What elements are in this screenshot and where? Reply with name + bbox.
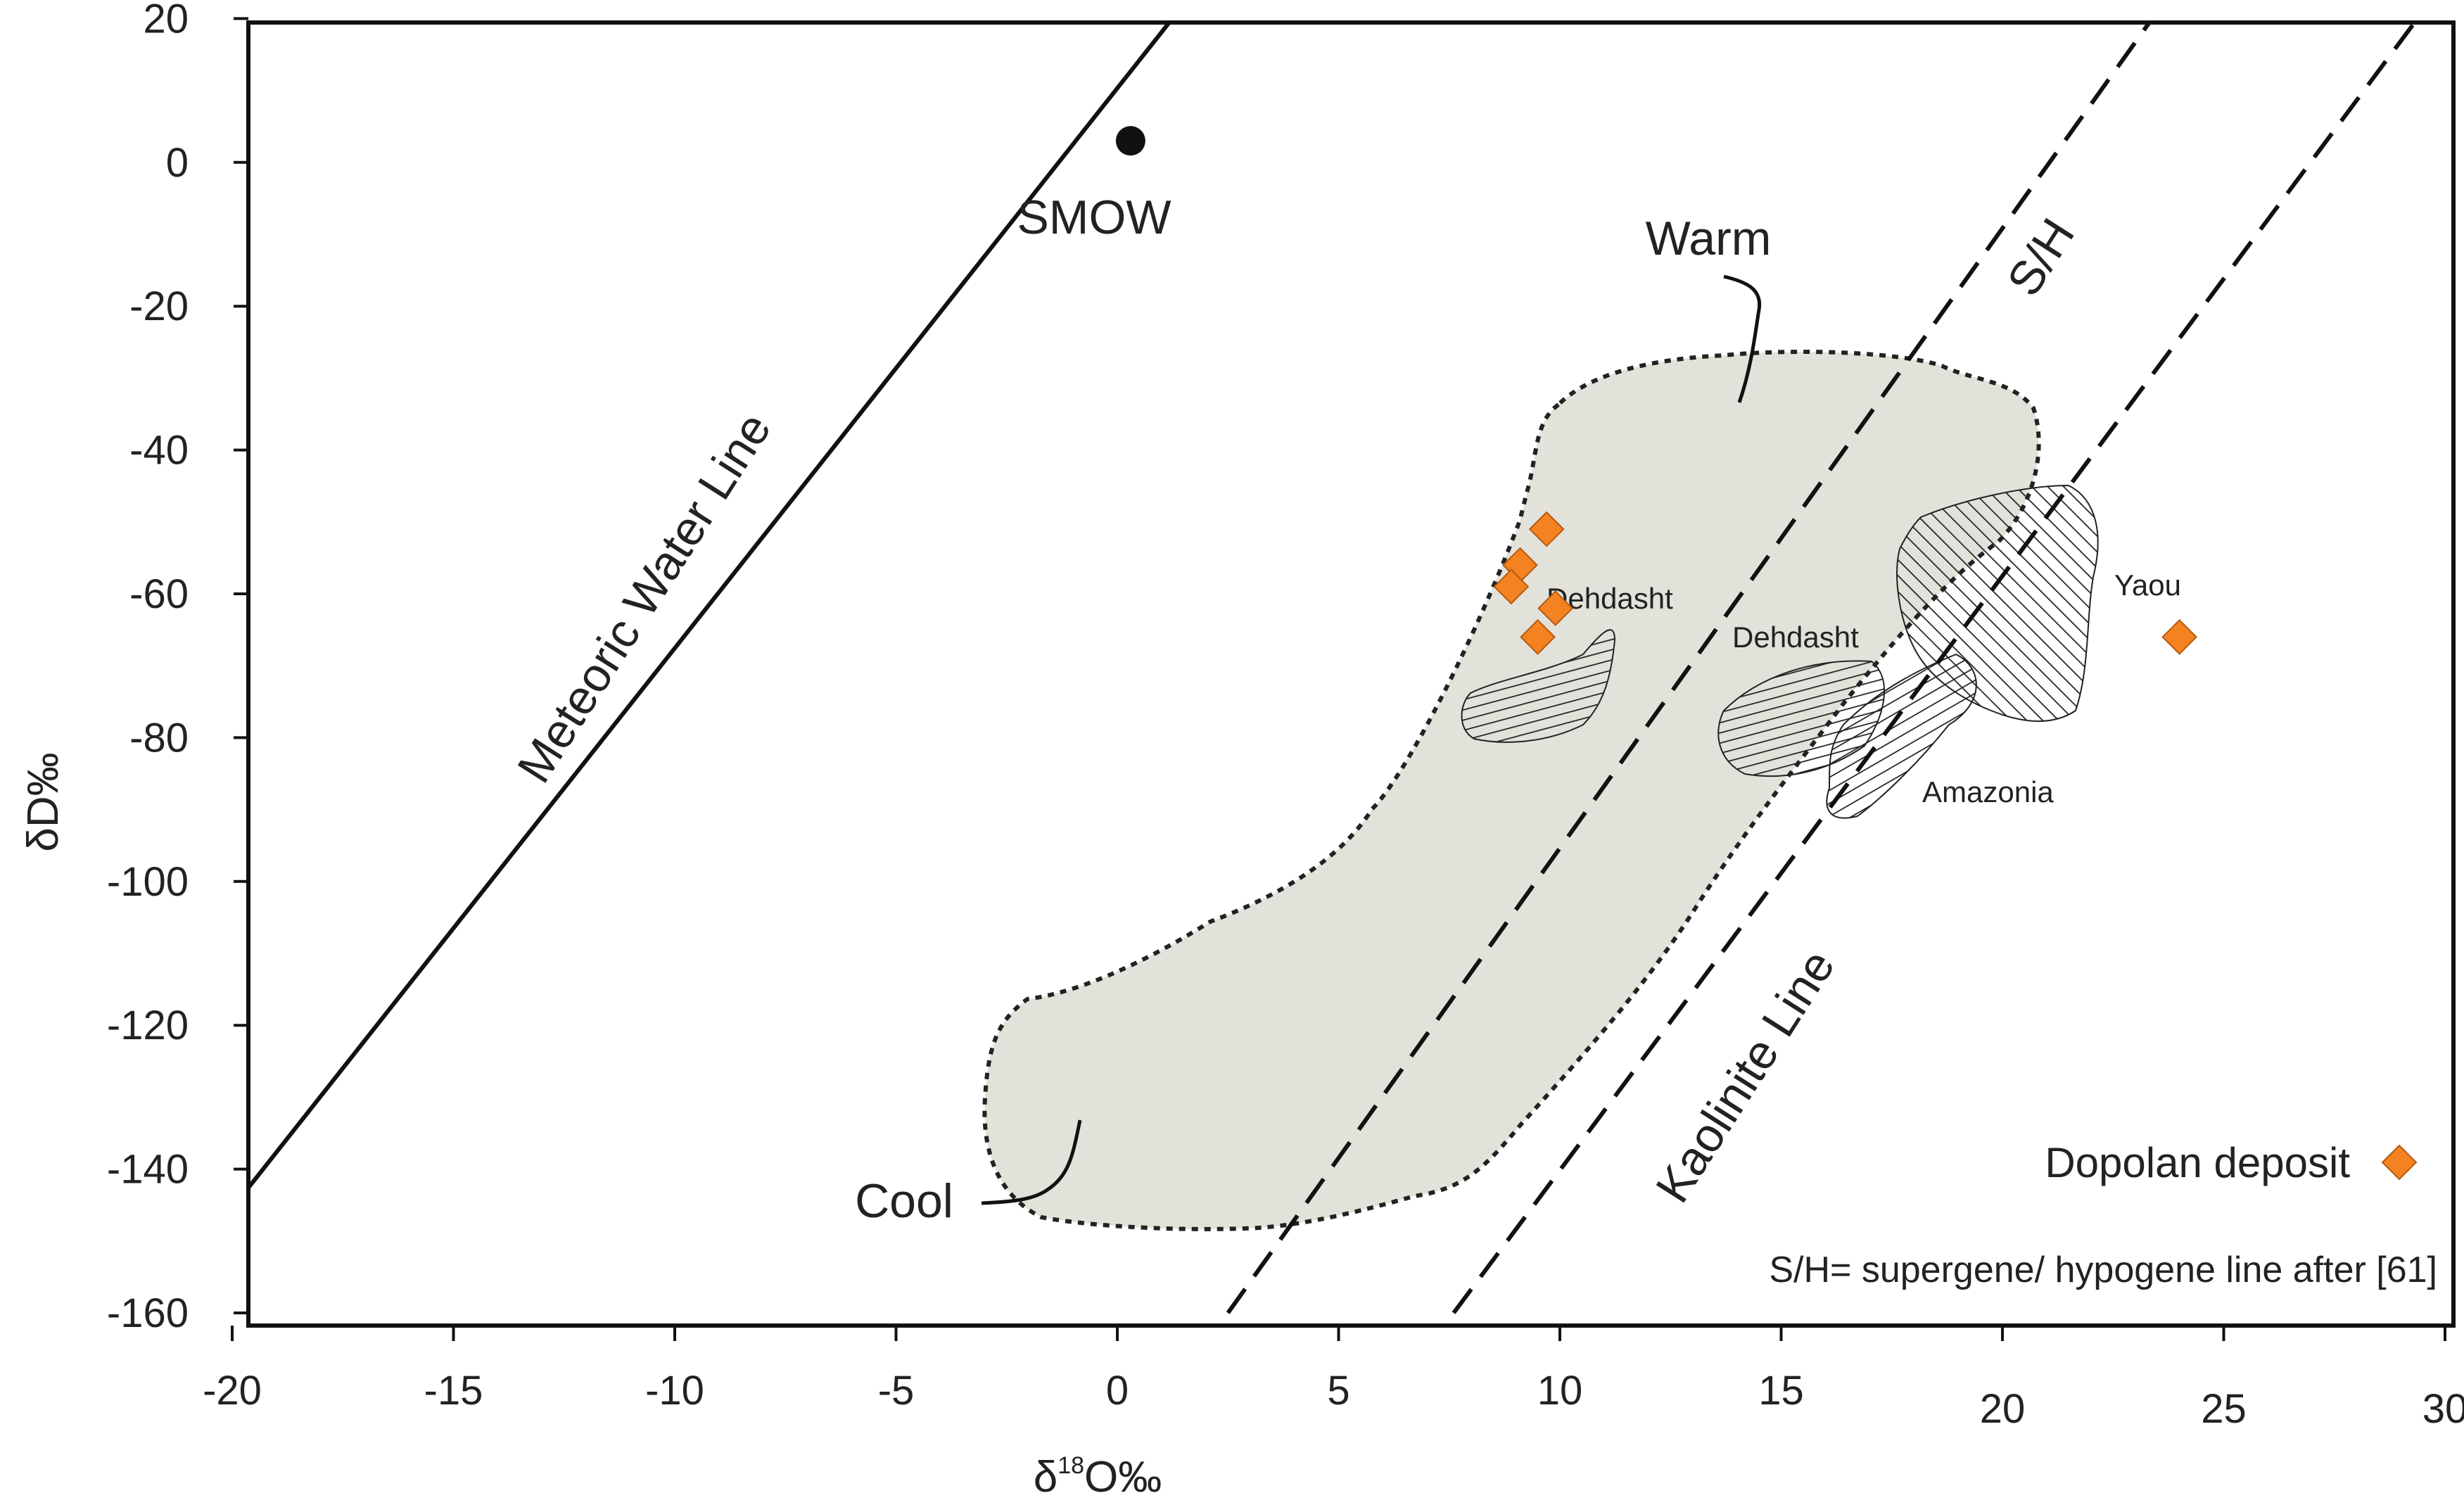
- x-tick-label: -10: [645, 1368, 704, 1414]
- dopolan-point: [1493, 569, 1530, 605]
- yaou-hatched: [1896, 484, 2099, 722]
- legend-diamond-icon: [2381, 1144, 2418, 1181]
- smow-marker: [1115, 126, 1145, 156]
- smow-label: SMOW: [1017, 191, 1171, 244]
- dopolan-point: [2161, 618, 2198, 655]
- x-axis-title-sup: 18: [1058, 1452, 1084, 1479]
- x-tick-label: -20: [203, 1368, 262, 1414]
- x-tick-label: -5: [878, 1368, 915, 1414]
- x-tick-label: 5: [1327, 1368, 1350, 1414]
- kaolinite-line-label: Kaolinite Line: [1646, 941, 1845, 1212]
- yaou-label: Yaou: [2114, 569, 2181, 602]
- y-tick-label: -20: [129, 284, 189, 329]
- y-tick-label: 0: [166, 140, 189, 186]
- x-axis-title-prefix: δ: [1034, 1453, 1058, 1501]
- y-tick-label: -40: [129, 428, 189, 474]
- dopolan-points: [1493, 511, 2198, 655]
- y-tick-label: -80: [129, 715, 189, 761]
- amazonia-label: Amazonia: [1922, 775, 2054, 808]
- meteoric-water-line: [248, 23, 1172, 1191]
- y-tick-label: -120: [107, 1003, 189, 1048]
- warm-label: Warm: [1646, 212, 1772, 265]
- reference-lines: [248, 23, 2418, 1314]
- cool-leader: [981, 1119, 1082, 1205]
- y-tick-label: -60: [129, 571, 189, 617]
- x-tick-label: -15: [424, 1368, 483, 1414]
- regions: [982, 350, 2099, 1231]
- y-tick-label: -160: [107, 1290, 189, 1336]
- dopolan-point: [1528, 511, 1565, 547]
- x-axis-title-suffix: O‰: [1084, 1453, 1162, 1501]
- dopolan-point: [1520, 618, 1556, 655]
- y-axis: 20 0 -20 -40 -60 -80 -100 -120 -140 -160: [107, 0, 248, 1336]
- dopolan-point: [1537, 590, 1574, 626]
- x-tick-label: 30: [2422, 1386, 2464, 1432]
- sh-line-label: S/H: [1997, 209, 2085, 305]
- kaolinite-line: [1452, 23, 2418, 1314]
- x-tick-label: 15: [1758, 1368, 1804, 1414]
- legend-label: Dopolan deposit: [2045, 1139, 2350, 1186]
- y-axis-title: δD‰: [19, 752, 68, 851]
- hydrothermal-field: [982, 350, 2041, 1231]
- cool-label: Cool: [855, 1174, 953, 1228]
- y-tick-label: 20: [143, 0, 189, 42]
- x-axis: -20 -15 -10 -5 0 5 10 15 20 25 30: [203, 1326, 2464, 1432]
- warm-leader: [1723, 274, 1762, 403]
- plot-frame: [246, 20, 2456, 1328]
- x-tick-label: 0: [1106, 1368, 1129, 1414]
- y-tick-label: -100: [107, 859, 189, 905]
- x-axis-title: δ18O‰: [1034, 1452, 1162, 1501]
- sh-line: [1226, 23, 2152, 1314]
- sh-note: S/H= supergene/ hypogene line after [61]: [1769, 1250, 2437, 1290]
- meteoric-water-line-label: Meteoric Water Line: [507, 404, 782, 792]
- y-tick-label: -140: [107, 1147, 189, 1193]
- dehdasht-left-hatched: [1461, 629, 1616, 743]
- x-tick-label: 20: [1980, 1386, 2026, 1432]
- dehdasht-right-label: Dehdasht: [1732, 621, 1859, 654]
- x-tick-label: 10: [1537, 1368, 1583, 1414]
- x-tick-label: 25: [2201, 1386, 2247, 1432]
- legend: Dopolan deposit: [2045, 1139, 2418, 1186]
